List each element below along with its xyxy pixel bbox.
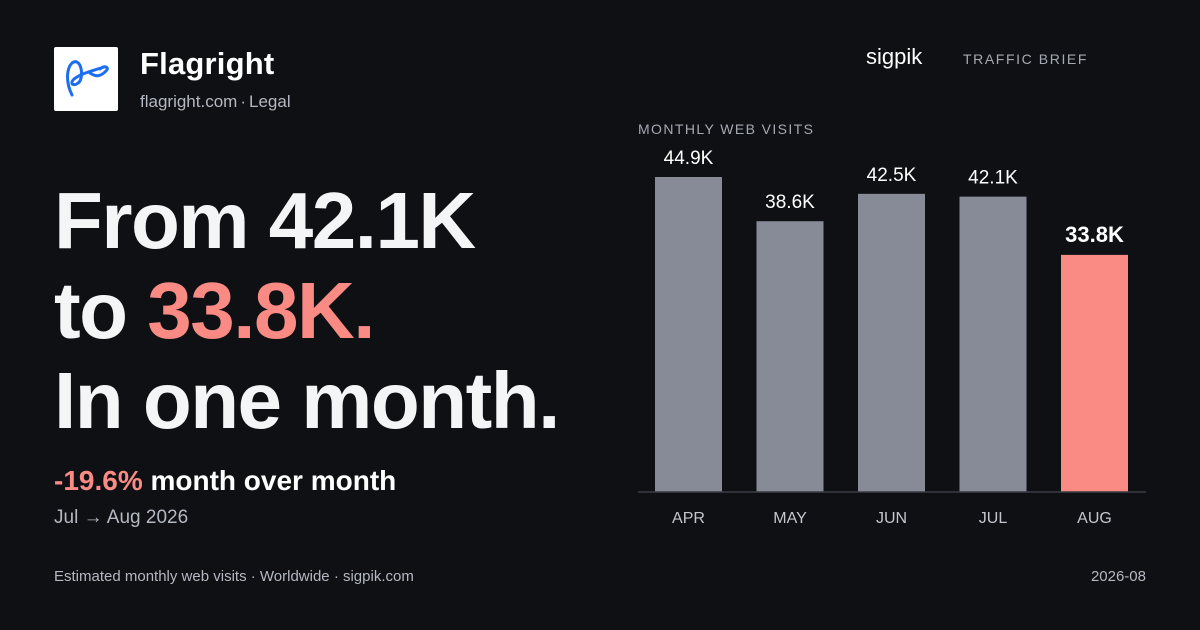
x-tick-label-jun: JUN [876, 510, 907, 527]
delta-percent: -19.6% [54, 465, 143, 496]
x-tick-label-may: MAY [773, 510, 807, 527]
footer-date: 2026-08 [1090, 568, 1146, 585]
brand-category: Legal [249, 92, 291, 111]
headline: From 42.1K to 33.8K. In one month. [54, 176, 560, 446]
brand-subtitle: flagright.com · Legal [140, 92, 291, 111]
x-tick-label-jul: JUL [979, 510, 1008, 527]
headline-line-2-prefix: to [54, 266, 148, 355]
brief-label: TRAFFIC BRIEF [963, 51, 1089, 67]
brand-domain: flagright.com [140, 92, 238, 111]
brand-name: Flagright [140, 46, 275, 81]
delta-line: -19.6% month over month [54, 465, 396, 497]
bar-value-label-apr: 44.9K [664, 148, 714, 169]
delta-text: month over month [142, 465, 397, 496]
bar-value-label-may: 38.6K [765, 192, 815, 213]
x-tick-label-apr: APR [672, 510, 705, 527]
bar-jun [858, 193, 925, 493]
bar-jul [959, 196, 1027, 492]
brand-logo [54, 47, 118, 111]
date-range: Jul → Aug 2026 [54, 507, 189, 528]
bar-value-label-aug: 33.8K [1065, 222, 1124, 247]
headline-highlight-value: 33.8K. [147, 266, 375, 355]
footer-source: Estimated monthly web visits · Worldwide… [54, 568, 414, 585]
source-logo-text: sigpik [866, 44, 923, 69]
headline-line-3: In one month. [54, 356, 560, 445]
bar-value-label-jun: 42.5K [867, 165, 917, 186]
bar-may [756, 221, 824, 492]
flag-signature-icon [66, 60, 109, 97]
bar-aug [1061, 254, 1128, 492]
chart-title: MONTHLY WEB VISITS [638, 121, 815, 137]
bar-value-label-jul: 42.1K [968, 168, 1018, 189]
headline-line-1: From 42.1K [54, 176, 476, 265]
headline-line-2: to 33.8K. [54, 266, 559, 356]
bar-apr [655, 177, 722, 492]
x-tick-label-aug: AUG [1077, 510, 1112, 527]
